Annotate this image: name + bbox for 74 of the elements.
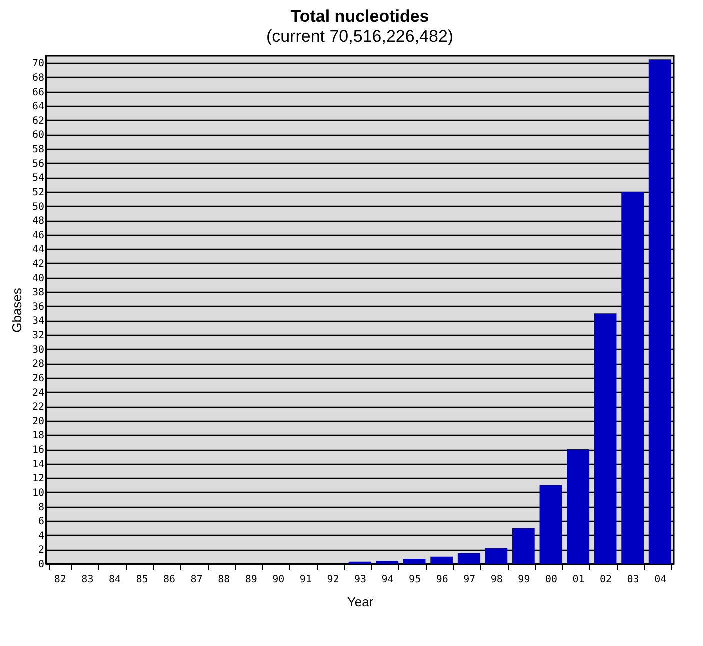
y-tick-label: 68 (32, 72, 44, 84)
bar (458, 553, 480, 564)
y-tick-label: 36 (32, 302, 44, 313)
y-tick-label: 18 (32, 430, 44, 442)
x-tick-label: 89 (245, 574, 258, 586)
y-tick-label: 32 (32, 330, 44, 342)
x-tick-label: 83 (82, 574, 94, 586)
bar (567, 450, 590, 564)
y-tick-label: 46 (32, 230, 44, 242)
y-axis-title: Gbases (9, 288, 24, 333)
x-tick-label: 88 (218, 574, 230, 586)
x-tick-label: 01 (572, 574, 585, 586)
bar (512, 528, 535, 564)
x-tick-label: 97 (464, 574, 476, 586)
x-tick-label: 91 (300, 574, 312, 586)
y-tick-label: 0 (38, 560, 44, 570)
bar (648, 60, 672, 564)
y-tick-label: 52 (32, 187, 44, 198)
y-tick-label: 34 (32, 316, 44, 328)
x-tick-label: 82 (54, 574, 66, 586)
bar (376, 561, 398, 564)
x-tick-label: 93 (354, 574, 367, 586)
x-tick-label: 02 (600, 574, 612, 586)
y-tick-label: 30 (32, 344, 44, 356)
x-tick-label: 86 (164, 574, 176, 586)
y-tick-label: 54 (32, 173, 44, 184)
x-tick-label: 98 (490, 574, 503, 586)
y-tick-label: 70 (32, 58, 44, 70)
x-tick-label: 96 (436, 574, 448, 586)
chart-title: Total nucleotides (290, 7, 430, 26)
y-tick-label: 44 (32, 244, 44, 256)
bar (430, 556, 454, 564)
y-tick-label: 6 (38, 516, 44, 528)
x-tick-label: 04 (654, 574, 667, 586)
y-tick-label: 12 (32, 474, 44, 485)
y-tick-label: 14 (32, 459, 44, 470)
y-tick-label: 64 (32, 102, 44, 113)
x-tick-label: 94 (382, 574, 394, 586)
bar (622, 192, 644, 564)
x-tick-label: 03 (627, 574, 640, 586)
bar (485, 548, 508, 564)
y-tick-label: 10 (32, 488, 44, 499)
y-tick-label: 40 (32, 273, 44, 284)
x-tick-label: 87 (190, 574, 203, 586)
y-tick-label: 58 (32, 144, 44, 156)
y-tick-label: 8 (38, 502, 44, 514)
bar (403, 558, 426, 564)
chart-subtitle: (current 70,516,226,482) (266, 27, 454, 46)
x-tick-label: 95 (409, 574, 422, 586)
y-tick-label: 4 (38, 530, 44, 542)
x-tick-label: 00 (545, 574, 558, 586)
x-axis-title: Year (347, 594, 374, 610)
x-tick-label: 84 (108, 574, 121, 586)
y-tick-label: 2 (38, 545, 44, 556)
bar (540, 485, 562, 564)
y-tick-label: 38 (32, 288, 44, 299)
bar (594, 314, 617, 564)
x-tick-label: 90 (272, 574, 285, 586)
y-tick-label: 50 (32, 202, 44, 213)
y-tick-label: 60 (32, 130, 44, 142)
y-tick-label: 42 (32, 258, 44, 270)
y-tick-label: 20 (32, 416, 44, 428)
y-tick-label: 16 (32, 445, 44, 456)
y-tick-label: 62 (32, 116, 44, 127)
y-tick-label: 56 (32, 158, 44, 170)
x-tick-label: 99 (518, 574, 530, 586)
y-tick-label: 24 (32, 388, 44, 399)
y-tick-label: 28 (32, 359, 44, 370)
y-tick-label: 26 (32, 373, 44, 384)
x-tick-label: 92 (327, 574, 340, 586)
y-tick-label: 66 (32, 87, 44, 98)
x-tick-label: 85 (136, 574, 148, 586)
y-tick-label: 22 (32, 402, 44, 414)
y-tick-label: 48 (32, 216, 44, 228)
